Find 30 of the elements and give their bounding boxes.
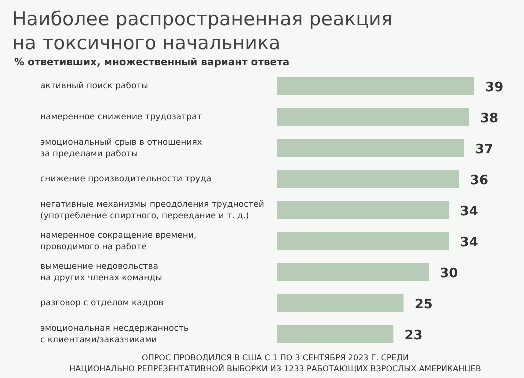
text: % ответивших, множественный вариант ответа	[14, 58, 290, 68]
y-tick-label: разговор с отделом кадров	[40, 298, 164, 308]
data-label: 25	[414, 298, 433, 312]
y-tick-label: эмоциональная несдержанность с клиентами/заказчиками	[40, 324, 189, 346]
bar	[278, 202, 450, 220]
bar	[278, 232, 450, 250]
text: ОПРОС ПРОВОДИЛСЯ В США С 1 ПО 3 СЕНТЯБРЯ 2023 Г. СРЕДИ НАЦИОНАЛЬНО РЕПРЕЗЕНТАТИВНОЙ ВЫБОРКИ ИЗ 1233 РАБОТАЮЩИХ ВЗРОСЛЫХ АМЕРИКАНЦЕВ	[70, 354, 482, 374]
y-tick-label: эмоциональный срыв в отношениях за пределами работы	[40, 138, 202, 160]
y-tick-label: намеренное снижение трудозатрат	[40, 112, 202, 122]
data-label: 36	[470, 174, 489, 188]
bar	[278, 326, 394, 344]
data-label: 34	[460, 204, 478, 220]
y-tick-label: снижение производительности труда	[40, 174, 212, 184]
bar	[278, 108, 470, 126]
data-label: 38	[480, 112, 499, 126]
bar	[278, 264, 429, 282]
data-label: 37	[475, 142, 494, 158]
chart-title: Наиболее распространенная реакция на токсичного начальника	[12, 8, 393, 55]
y-tick-label: активный поиск работы	[40, 82, 148, 92]
y-tick-label: намеренное сокращение времени, проводимого на работе	[40, 230, 197, 252]
bar	[278, 78, 474, 96]
y-tick-label: негативные механизмы преодоления трудностей (употребление спиртного, переедание и т. д.)	[40, 200, 264, 222]
bar	[278, 294, 404, 312]
bar	[278, 140, 464, 158]
data-label: 34	[460, 236, 478, 250]
bar	[278, 170, 460, 188]
y-tick-label: вымещение недовольства на других членах команды	[40, 262, 162, 284]
data-label: 23	[404, 328, 423, 344]
data-label: 30	[440, 266, 458, 282]
data-label: 39	[486, 80, 504, 96]
